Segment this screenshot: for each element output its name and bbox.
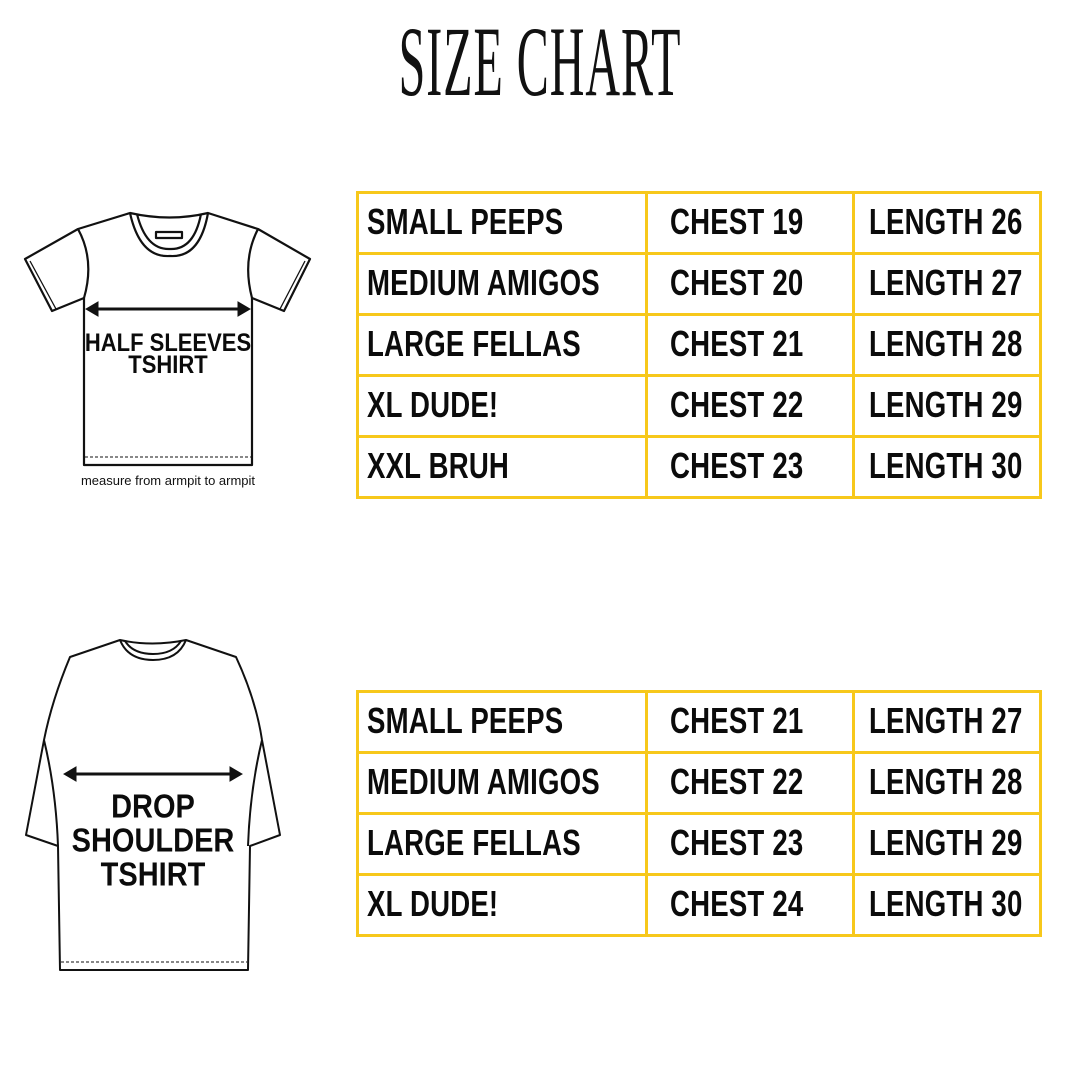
label-line: DROP [111, 788, 195, 826]
chest-cell: CHEST 23 [645, 812, 855, 876]
size-cell: XL DUDE! [356, 873, 648, 937]
table-row: XXL BRUH CHEST 23 LENGTH 30 [356, 435, 1042, 499]
size-cell-text: LARGE FELLAS [367, 823, 581, 864]
size-cell: MEDIUM AMIGOS [356, 252, 648, 316]
length-cell: LENGTH 30 [852, 873, 1042, 937]
length-cell-text: LENGTH 29 [869, 823, 1023, 864]
size-cell: LARGE FELLAS [356, 313, 648, 377]
chest-cell-text: CHEST 20 [670, 263, 804, 304]
label-line: TSHIRT [128, 350, 208, 379]
chest-cell: CHEST 21 [645, 690, 855, 754]
size-cell: XL DUDE! [356, 374, 648, 438]
size-cell-text: SMALL PEEPS [367, 701, 564, 742]
chest-cell-text: CHEST 21 [670, 324, 804, 365]
chest-cell: CHEST 22 [645, 751, 855, 815]
half-sleeve-tshirt-illustration [23, 211, 312, 467]
table-row: XL DUDE! CHEST 22 LENGTH 29 [356, 374, 1042, 438]
length-cell: LENGTH 27 [852, 690, 1042, 754]
size-cell-text: XL DUDE! [367, 385, 499, 426]
length-cell: LENGTH 28 [852, 751, 1042, 815]
length-cell-text: LENGTH 26 [869, 202, 1023, 243]
table-row: SMALL PEEPS CHEST 21 LENGTH 27 [356, 690, 1042, 754]
size-cell: LARGE FELLAS [356, 812, 648, 876]
table-row: LARGE FELLAS CHEST 21 LENGTH 28 [356, 313, 1042, 377]
length-cell-text: LENGTH 30 [869, 446, 1023, 487]
length-cell-text: LENGTH 27 [869, 701, 1023, 742]
length-cell-text: LENGTH 29 [869, 385, 1023, 426]
chest-cell-text: CHEST 23 [670, 446, 804, 487]
label-line: TSHIRT [100, 856, 206, 894]
length-cell: LENGTH 29 [852, 812, 1042, 876]
chest-cell: CHEST 24 [645, 873, 855, 937]
chest-cell-text: CHEST 22 [670, 762, 804, 803]
length-cell: LENGTH 27 [852, 252, 1042, 316]
drop-shoulder-size-table: SMALL PEEPS CHEST 21 LENGTH 27 MEDIUM AMIGO… [356, 690, 1042, 937]
size-cell: SMALL PEEPS [356, 191, 648, 255]
label-line: SHOULDER [71, 822, 235, 860]
measure-arrow-icon [63, 766, 243, 782]
label-line: HALF SLEEVES [84, 328, 252, 357]
table-row: XL DUDE! CHEST 24 LENGTH 30 [356, 873, 1042, 937]
chest-cell-text: CHEST 21 [670, 701, 804, 742]
length-cell-text: LENGTH 28 [869, 324, 1023, 365]
size-cell-text: MEDIUM AMIGOS [367, 762, 600, 803]
size-cell-text: XXL BRUH [367, 446, 510, 487]
length-cell: LENGTH 26 [852, 191, 1042, 255]
size-cell-text: XL DUDE! [367, 884, 499, 925]
length-cell: LENGTH 28 [852, 313, 1042, 377]
size-cell: SMALL PEEPS [356, 690, 648, 754]
length-cell: LENGTH 30 [852, 435, 1042, 499]
size-cell: MEDIUM AMIGOS [356, 751, 648, 815]
chest-cell: CHEST 21 [645, 313, 855, 377]
length-cell: LENGTH 29 [852, 374, 1042, 438]
chest-cell-text: CHEST 23 [670, 823, 804, 864]
table-row: MEDIUM AMIGOS CHEST 20 LENGTH 27 [356, 252, 1042, 316]
size-cell-text: LARGE FELLAS [367, 324, 581, 365]
page-title: SIZE CHART [398, 6, 682, 117]
chest-cell: CHEST 22 [645, 374, 855, 438]
length-cell-text: LENGTH 28 [869, 762, 1023, 803]
half-sleeves-size-table: SMALL PEEPS CHEST 19 LENGTH 26 MEDIUM AMIGO… [356, 191, 1042, 499]
measure-arrow-icon [85, 301, 251, 317]
length-cell-text: LENGTH 27 [869, 263, 1023, 304]
chest-cell-text: CHEST 24 [670, 884, 804, 925]
size-cell-text: SMALL PEEPS [367, 202, 564, 243]
drop-shoulder-tshirt-illustration [25, 639, 281, 971]
table-row: LARGE FELLAS CHEST 23 LENGTH 29 [356, 812, 1042, 876]
size-cell-text: MEDIUM AMIGOS [367, 263, 600, 304]
chest-cell: CHEST 19 [645, 191, 855, 255]
table-row: SMALL PEEPS CHEST 19 LENGTH 26 [356, 191, 1042, 255]
drop-shoulder-label: DROP SHOULDER TSHIRT [58, 788, 248, 894]
chest-cell-text: CHEST 22 [670, 385, 804, 426]
size-cell: XXL BRUH [356, 435, 648, 499]
half-sleeves-label: HALF SLEEVES TSHIRT [84, 328, 252, 379]
chest-cell: CHEST 20 [645, 252, 855, 316]
table-row: MEDIUM AMIGOS CHEST 22 LENGTH 28 [356, 751, 1042, 815]
chest-cell-text: CHEST 19 [670, 202, 804, 243]
measure-note: measure from armpit to armpit [80, 473, 256, 488]
length-cell-text: LENGTH 30 [869, 884, 1023, 925]
chest-cell: CHEST 23 [645, 435, 855, 499]
